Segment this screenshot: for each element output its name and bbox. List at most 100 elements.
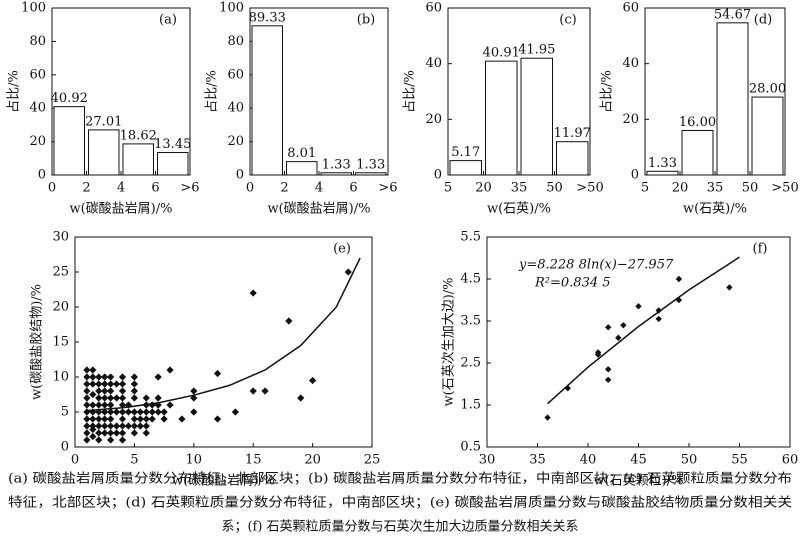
x-tick-label: 20 (304, 453, 321, 468)
point (124, 408, 133, 416)
point (213, 369, 222, 378)
point (107, 429, 115, 437)
point (620, 322, 627, 329)
bar (251, 25, 283, 176)
point (112, 422, 121, 430)
bar (122, 143, 154, 176)
y-tick-label: 40 (29, 101, 46, 116)
y-tick-label: 5.5 (460, 230, 481, 245)
point (130, 394, 138, 402)
point (101, 401, 109, 409)
point (160, 408, 168, 416)
panel-label: (a) (159, 13, 177, 28)
caption-line: 系；(f) 石英颗粒质量分数与石英次生加大边质量分数相关关系 (221, 519, 578, 535)
x-tick-label: 35 (707, 181, 724, 196)
point (142, 422, 150, 430)
point (95, 422, 103, 430)
bar (681, 129, 714, 176)
y-axis-label: 占比/% (403, 70, 418, 113)
bar (88, 129, 120, 176)
point (118, 373, 127, 381)
y-tick-label: 2.5 (460, 356, 481, 371)
point (675, 275, 683, 283)
y-tick-label: 0 (61, 440, 69, 455)
caption-line: (a) 碳酸盐岩屑质量分数分布特征，北部区块；(b) 碳酸盐岩屑质量分数分布特征… (8, 471, 792, 487)
bar (716, 22, 749, 176)
annotation: y=8.228 8ln(x)−27.957 (518, 258, 674, 273)
y-tick-label: 0 (38, 168, 46, 183)
point (101, 380, 109, 388)
point (605, 366, 612, 373)
point (89, 380, 97, 388)
x-axis-label: w(碳酸盐岩屑)/% (267, 202, 370, 217)
value-label: 18.62 (120, 128, 157, 143)
point (89, 432, 97, 441)
point (83, 415, 91, 423)
point (605, 324, 612, 331)
y-tick-label: 40 (622, 56, 639, 71)
x-axis-label: w(石英)/% (487, 202, 551, 217)
x-tick-label: 25 (364, 453, 381, 468)
point (544, 414, 551, 421)
point (95, 415, 103, 423)
point (213, 415, 222, 423)
y-axis-label: 占比/% (600, 70, 615, 113)
y-tick-label: 0.5 (460, 440, 481, 455)
value-label: 41.95 (518, 43, 555, 58)
point (309, 376, 317, 385)
panel-label: (d) (754, 13, 772, 28)
y-tick-label: 80 (227, 34, 244, 49)
point (95, 394, 103, 402)
x-tick-label: 0 (246, 181, 254, 196)
x-tick-label: 55 (731, 453, 748, 468)
point (142, 429, 150, 437)
point (107, 436, 115, 444)
y-tick-label: 60 (622, 1, 639, 16)
x-tick-label: 2 (82, 181, 90, 196)
value-label: 40.91 (483, 46, 520, 61)
point (130, 422, 138, 430)
y-tick-label: 20 (227, 134, 244, 149)
point (130, 373, 138, 381)
y-tick-label: 20 (52, 300, 69, 315)
y-tick-label: 0 (236, 168, 244, 183)
y-tick-label: 100 (21, 1, 46, 16)
y-tick-label: 5 (61, 405, 69, 420)
annotation: R²=0.834 5 (534, 276, 611, 291)
point (249, 289, 257, 297)
value-label: 28.00 (749, 82, 786, 97)
bar (53, 106, 85, 176)
point (118, 394, 127, 402)
point (130, 380, 138, 388)
point (344, 268, 352, 276)
point (190, 394, 198, 402)
point (261, 387, 269, 395)
x-tick-label: 2 (280, 181, 288, 196)
point (95, 380, 103, 388)
point (95, 373, 103, 381)
point (249, 387, 257, 395)
point (148, 401, 156, 409)
bar (157, 152, 189, 176)
x-tick-label: >50 (576, 181, 603, 196)
x-tick-label: >6 (378, 181, 397, 196)
point (89, 415, 97, 423)
x-tick-label: 60 (782, 453, 799, 468)
y-tick-label: 20 (425, 112, 442, 127)
x-tick-label: 40 (580, 453, 597, 468)
point (101, 408, 109, 416)
y-tick-label: 40 (227, 101, 244, 116)
point (89, 422, 97, 430)
x-tick-label: 50 (742, 181, 759, 196)
x-tick-label: 6 (349, 181, 357, 196)
point (107, 415, 115, 423)
y-axis-label: w(碳酸盐胶结物)/% (29, 284, 45, 400)
point (118, 380, 127, 388)
x-tick-label: 5 (130, 453, 138, 468)
point (154, 373, 162, 381)
x-tick-label: 35 (529, 453, 546, 468)
y-tick-label: 20 (29, 134, 46, 149)
fit-curve (86, 257, 361, 412)
point (112, 408, 121, 416)
